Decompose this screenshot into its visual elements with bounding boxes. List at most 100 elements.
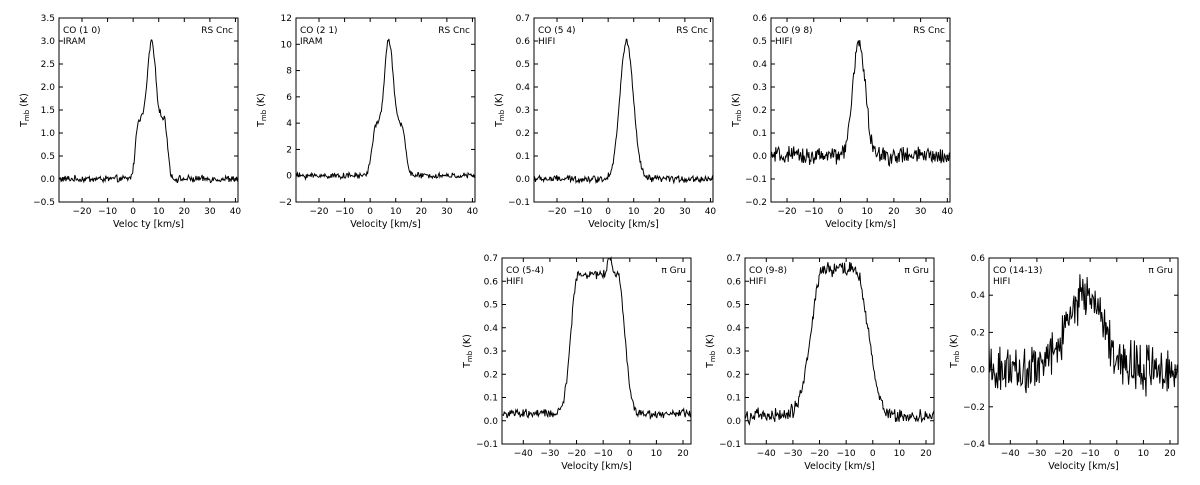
y-tick-label: 2 [286, 145, 292, 155]
x-tick-label: 0 [838, 207, 844, 217]
y-tick-label: 0.4 [753, 60, 768, 70]
y-tick-label: 0.4 [971, 291, 986, 301]
y-tick-label: 0.5 [753, 37, 767, 47]
y-tick-label: −0.1 [476, 440, 498, 450]
y-tick-label: 0.6 [971, 254, 986, 264]
instrument-label: IRAM [63, 37, 85, 47]
chart-panel-1: −20 −10 0 10 20 30 40 −0.5 0.0 0.5 1.0 1.5 2.0 2.5 3.0… [19, 14, 241, 230]
x-axis-label: Velocity [km/s] [804, 461, 875, 472]
y-tick-label: 10 [281, 40, 293, 50]
y-tick-label: 0.0 [484, 417, 499, 427]
y-tick-label: 0.2 [484, 370, 498, 380]
x-tick-label: 30 [915, 207, 927, 217]
instrument-label: HIFI [993, 277, 1010, 287]
y-tick-label: −0.5 [33, 198, 55, 208]
x-tick-label: 40 [705, 207, 717, 217]
x-tick-label: 20 [416, 207, 428, 217]
source-label: RS Cnc [913, 26, 945, 36]
y-tick-label: −0.2 [745, 198, 767, 208]
x-tick-label: −10 [837, 449, 856, 459]
x-tick-label: 0 [130, 207, 136, 217]
y-tick-label: 6 [286, 93, 292, 103]
y-tick-label: 0.3 [727, 347, 741, 357]
source-label: π Gru [904, 266, 929, 276]
transition-label: CO (1 0) [63, 26, 101, 36]
x-tick-label: −20 [1054, 449, 1073, 459]
transition-label: CO (14-13) [993, 266, 1042, 276]
transition-label: CO (2 1) [300, 26, 338, 36]
x-tick-label: 20 [654, 207, 666, 217]
instrument-label: HIFI [538, 37, 555, 47]
spectrum-line [58, 39, 239, 184]
x-axis-label: Veloc ty [km/s] [113, 219, 184, 230]
x-tick-label: 0 [627, 449, 633, 459]
y-tick-label: 0.0 [41, 175, 56, 185]
y-tick-label: −0.4 [963, 440, 985, 450]
x-tick-label: 20 [920, 449, 932, 459]
y-tick-label: 12 [281, 14, 292, 24]
x-tick-label: 30 [679, 207, 691, 217]
y-tick-label: 0.4 [727, 324, 742, 334]
y-tick-label: 0.0 [516, 175, 531, 185]
plot-frame [295, 17, 476, 203]
x-tick-label: −20 [810, 449, 829, 459]
x-tick-label: −40 [514, 449, 533, 459]
transition-label: CO (9 8) [775, 26, 813, 36]
y-axis-label: Tmb (K) [949, 334, 961, 369]
y-tick-label: 0.7 [516, 14, 530, 24]
x-axis-label: Velocity [km/s] [350, 219, 421, 230]
spectrum-line [533, 38, 714, 185]
y-tick-label: 0.0 [727, 417, 742, 427]
y-tick-label: 0.1 [727, 394, 741, 404]
y-tick-label: 1.5 [41, 106, 55, 116]
x-tick-label: 0 [1114, 449, 1120, 459]
x-tick-label: 10 [628, 207, 640, 217]
transition-label: CO (5 4) [538, 26, 576, 36]
spectrum-line [744, 261, 935, 426]
x-tick-label: 20 [1164, 449, 1176, 459]
x-tick-label: 0 [605, 207, 611, 217]
x-tick-label: 10 [153, 207, 165, 217]
x-tick-label: 0 [870, 449, 876, 459]
x-tick-label: −20 [567, 449, 586, 459]
x-tick-label: 40 [230, 207, 242, 217]
y-tick-label: 0.2 [516, 129, 530, 139]
x-axis-label: Velocity [km/s] [561, 461, 632, 472]
source-label: π Gru [661, 266, 686, 276]
x-tick-label: −20 [548, 207, 567, 217]
x-tick-label: −10 [1081, 449, 1100, 459]
y-tick-label: 0.6 [727, 277, 742, 287]
y-axis-label: Tmb (K) [731, 93, 743, 128]
x-tick-label: 10 [894, 449, 906, 459]
y-tick-label: 1.0 [41, 129, 56, 139]
y-tick-label: 0.7 [727, 254, 741, 264]
x-tick-label: 20 [888, 207, 900, 217]
plot-frame [988, 257, 1179, 445]
y-axis-label: Tmb (K) [494, 93, 506, 128]
instrument-label: HIFI [506, 277, 523, 287]
y-tick-label: 0.1 [516, 152, 530, 162]
y-tick-label: −2 [279, 198, 292, 208]
y-tick-label: 0.5 [727, 301, 741, 311]
spectrum-line [501, 256, 692, 421]
x-tick-label: −20 [73, 207, 92, 217]
y-tick-label: 2.5 [41, 60, 55, 70]
y-tick-label: −0.2 [963, 403, 985, 413]
y-tick-label: 0.6 [753, 14, 768, 24]
chart-panel-6: −40 −30 −20 −10 0 10 20 −0.1 0.0 0.1 0.2 0.3 0.4 0.5 0… [705, 254, 935, 472]
source-label: RS Cnc [438, 26, 470, 36]
transition-label: CO (5-4) [506, 266, 544, 276]
x-tick-label: −10 [804, 207, 823, 217]
x-tick-label: 40 [467, 207, 479, 217]
x-tick-label: −30 [1027, 449, 1046, 459]
y-tick-label: 0.2 [971, 328, 985, 338]
y-tick-label: 0.4 [484, 324, 499, 334]
plot-frame [533, 17, 714, 203]
y-tick-label: 3.5 [41, 14, 55, 24]
spectrum-line [295, 38, 476, 181]
instrument-label: IRAM [300, 37, 322, 47]
chart-panel-7: −40 −30 −20 −10 0 10 20 −0.4 −0.2 0.0 0.2 0.4 0.6 Vel… [949, 254, 1179, 472]
x-tick-label: 10 [390, 207, 402, 217]
